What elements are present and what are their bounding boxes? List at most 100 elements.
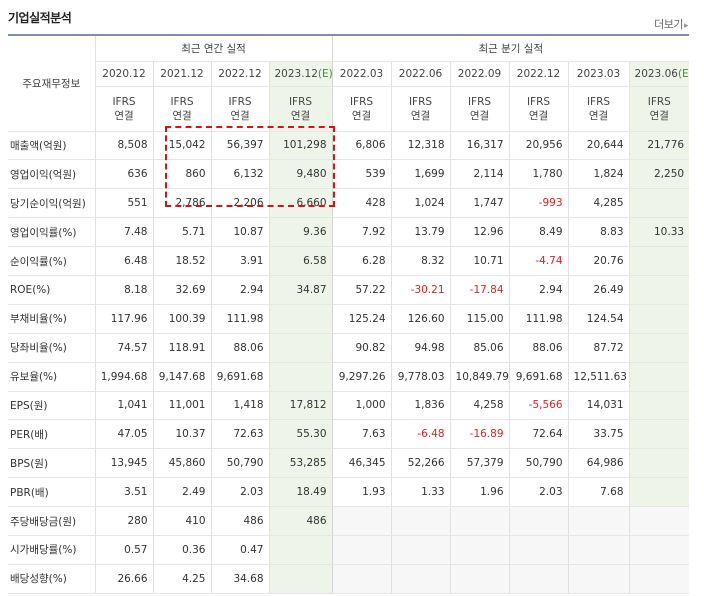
table-cell: [268, 535, 333, 565]
basis-standard: IFRS: [467, 95, 492, 108]
row-label: 영업이익(억원): [8, 159, 95, 190]
period-label: 2021.12: [160, 67, 204, 80]
annual-group-header: 최근 연간 실적: [94, 34, 333, 62]
table-body: 매출액(억원) 8,508 15,042 56,397 101,298 6,806 12,3…: [8, 130, 690, 594]
row-header-label: 주요재무정보: [8, 34, 95, 132]
table-row: 당좌비율(%) 74.57 118.91 88.06 90.82 94.98 85.06 88…: [8, 333, 690, 363]
table-cell: 9,691.68: [210, 362, 269, 392]
table-cell: 57.22: [331, 275, 392, 305]
basis-standard: IFRS: [170, 95, 194, 108]
period-label: 2023.06: [634, 67, 678, 80]
table-cell: 4,258: [449, 390, 510, 421]
table-cell: 111.98: [210, 303, 269, 334]
basis-standard: IFRS: [586, 95, 611, 108]
table-cell: 7.92: [331, 217, 392, 248]
table-cell: 2,786: [152, 188, 211, 219]
row-label: 영업이익률(%): [8, 217, 95, 248]
table-cell: 74.57: [94, 333, 153, 363]
table-cell: 2.94: [508, 275, 569, 305]
table-cell: 551: [94, 188, 153, 219]
table-cell: 1,824: [567, 159, 630, 190]
table-row: 영업이익(억원) 636 860 6,132 9,480 539 1,699 2,114 1,7…: [8, 159, 690, 190]
table-cell: 55.30: [268, 419, 333, 450]
period-label: 2022.06: [398, 67, 443, 80]
table-row: 주당배당금(원) 280 410 486 486: [8, 506, 690, 536]
basis-scope: 연결: [351, 109, 372, 122]
row-label: 주당배당금(원): [8, 506, 95, 536]
table-cell: 7.68: [567, 477, 630, 508]
table-cell: 280: [94, 506, 153, 536]
period-header: 2023.06(E): [628, 61, 690, 87]
table-cell: 90.82: [331, 333, 392, 363]
row-label: ROE(%): [8, 275, 95, 305]
basis-scope: 연결: [649, 109, 669, 122]
period-header: 2023.12(E): [268, 61, 333, 87]
table-cell: 636: [94, 159, 153, 190]
table-cell: [390, 564, 451, 594]
table-cell: 6,806: [331, 130, 392, 161]
row-label: 부채비율(%): [8, 303, 95, 334]
table-cell: [331, 535, 392, 565]
table-cell: 10.71: [449, 246, 510, 276]
table-cell: [567, 535, 630, 565]
basis-header: IFRS 연결: [567, 86, 630, 132]
period-header: 2022.03: [331, 61, 392, 87]
table-row: 영업이익률(%) 7.48 5.71 10.87 9.36 7.92 13.79 12.96 8…: [8, 217, 690, 248]
table-cell: 15,042: [152, 130, 211, 161]
table-cell: [331, 506, 392, 536]
period-header: 2022.12: [210, 61, 269, 87]
table-cell: [628, 188, 690, 219]
table-cell: 13.79: [390, 217, 451, 248]
table-cell: 47.05: [94, 419, 153, 450]
table-cell: 9,147.68: [152, 362, 211, 392]
table-cell: 9.36: [268, 217, 333, 248]
basis-header: IFRS 연결: [152, 86, 211, 132]
table-cell: 21,776: [628, 130, 690, 161]
table-cell: 1,836: [390, 390, 451, 421]
table-cell: [628, 506, 690, 536]
table-cell: 13,945: [94, 448, 153, 479]
more-link[interactable]: 더보기▸: [654, 16, 688, 32]
table-cell: 6,132: [210, 159, 269, 190]
table-row: 순이익률(%) 6.48 18.52 3.91 6.58 6.28 8.32 10.71 -4.…: [8, 246, 690, 276]
table-cell: 56,397: [210, 130, 269, 161]
basis-standard: IFRS: [526, 95, 551, 108]
row-label: 순이익률(%): [8, 246, 95, 276]
row-label: 시가배당률(%): [8, 535, 95, 565]
table-cell: [390, 506, 451, 536]
table-cell: -17.84: [449, 275, 510, 305]
table-cell: 2.49: [152, 477, 211, 508]
table-cell: 100.39: [152, 303, 211, 334]
row-label: 당좌비율(%): [8, 333, 95, 363]
table-cell: 2,250: [628, 159, 690, 190]
table-cell: [628, 333, 690, 363]
table-row: 부채비율(%) 117.96 100.39 111.98 125.24 126.60 115…: [8, 303, 690, 334]
table-cell: 126.60: [390, 303, 451, 334]
period-header-row: 2020.12 2021.12 2022.12 2023.12(E) 2022.03 20…: [8, 61, 690, 87]
table-cell: 1,994.68: [94, 362, 153, 392]
table-cell: 860: [152, 159, 211, 190]
table-cell: 14,031: [567, 390, 630, 421]
table-cell: 6.48: [94, 246, 153, 276]
table-cell: 94.98: [390, 333, 451, 363]
table-cell: -16.89: [449, 419, 510, 450]
table-cell: 9,480: [268, 159, 333, 190]
table-cell: 50,790: [210, 448, 269, 479]
table-cell: 72.64: [508, 419, 569, 450]
period-label: 2022.12: [218, 67, 262, 80]
table-cell: 26.49: [567, 275, 630, 305]
table-cell: 486: [210, 506, 269, 536]
table-cell: 57,379: [449, 448, 510, 479]
table-row: 유보율(%) 1,994.68 9,147.68 9,691.68 9,297.26 9,…: [8, 362, 690, 392]
table-cell: 8.32: [390, 246, 451, 276]
basis-header: IFRS 연결: [268, 86, 333, 132]
table-row: 당기순이익(억원) 551 2,786 2,206 6,660 428 1,024 1,747…: [8, 188, 690, 219]
table-cell: [628, 246, 690, 276]
basis-header: IFRS 연결: [331, 86, 392, 132]
basis-scope: 연결: [410, 109, 431, 122]
table-cell: 125.24: [331, 303, 392, 334]
table-cell: 10.87: [210, 217, 269, 248]
table-cell: 7.48: [94, 217, 153, 248]
table-cell: 3.51: [94, 477, 153, 508]
table-cell: 72.63: [210, 419, 269, 450]
